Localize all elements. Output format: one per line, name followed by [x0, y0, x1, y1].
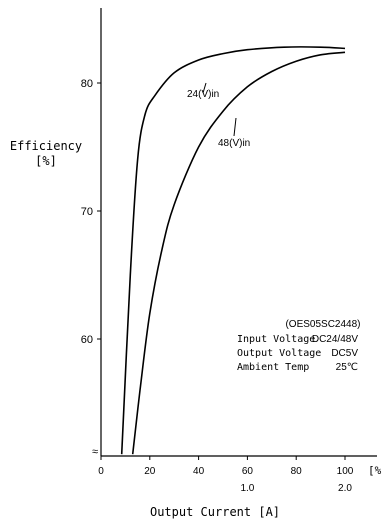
x-tick-label-amps: 2.0 — [338, 483, 352, 494]
y-axis-label-line1: Efficiency — [10, 139, 82, 153]
y-tick-label: 70 — [81, 206, 93, 218]
x-unit-label: [%] — [368, 464, 382, 477]
info-row-value-2: 25℃ — [336, 362, 358, 373]
series-label-leader — [233, 117, 237, 137]
x-tick-label: 60 — [242, 466, 254, 477]
x-tick-label: 80 — [291, 466, 303, 477]
x-tick-label-amps: 1.0 — [240, 483, 254, 494]
y-axis-label-line2: [%] — [35, 154, 57, 168]
axis-break-icon: ≈ — [92, 446, 98, 458]
x-tick-label: 0 — [98, 466, 104, 477]
x-tick-label: 40 — [193, 466, 205, 477]
info-model: (OES05SC2448) — [285, 319, 360, 330]
y-tick-label: 60 — [81, 334, 93, 346]
x-axis-label: Output Current [A] — [150, 505, 280, 519]
series-line-0 — [120, 46, 346, 455]
series-label-1: 48(V)in — [218, 138, 250, 149]
series-label-0: 24(V)in — [187, 89, 219, 100]
series-line-1 — [131, 51, 346, 455]
series-label-leader — [202, 82, 207, 94]
y-tick-label: 80 — [81, 78, 93, 90]
info-row-value-1: DC5V — [331, 348, 358, 359]
info-row-label-1: Output Voltage — [237, 348, 321, 359]
info-row-label-0: Input Voltage — [237, 334, 315, 345]
info-row-value-0: DC24/48V — [312, 334, 358, 345]
info-box: (OES05SC2448) Input Voltage DC24/48V Out… — [237, 319, 361, 373]
x-tick-label: 100 — [337, 466, 354, 477]
info-row-label-2: Ambient Temp — [237, 362, 309, 373]
x-tick-label: 20 — [144, 466, 156, 477]
